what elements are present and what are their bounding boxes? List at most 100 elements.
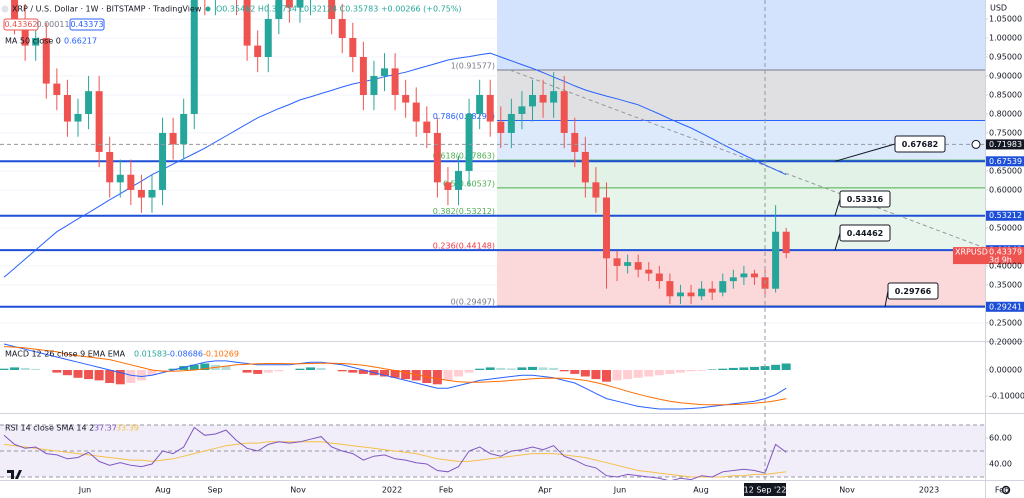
overlay: 0.675390.532120.441430.292410.676820.533… xyxy=(744,0,1024,496)
x-tick-label: 2022 xyxy=(382,486,402,495)
macd-line xyxy=(3,343,787,410)
y-tick-label: 0.65000 xyxy=(989,166,1022,175)
candle-body xyxy=(782,231,790,254)
symbol-title: XRP / U.S. Dollar · 1W · BITSTAMP · Trad… xyxy=(12,5,202,14)
gear-icon[interactable] xyxy=(1001,485,1011,495)
buy-price: 0.43373 xyxy=(70,20,103,29)
level-price-tag-bg xyxy=(986,301,1024,312)
fib-zone xyxy=(497,215,985,251)
candle-body xyxy=(412,102,420,122)
rsi-legend: RSI 14 close SMA 14 2 xyxy=(5,424,94,433)
y-tick-label: 0.40000 xyxy=(989,261,1022,270)
macd-histogram-bar xyxy=(675,370,685,373)
macd-histogram-bar xyxy=(126,370,136,383)
candle-body xyxy=(85,91,93,114)
candle-body xyxy=(698,288,706,297)
macd-histogram-bar xyxy=(274,370,284,372)
macd-legend: MACD 12 26 close 9 EMA EMA xyxy=(5,350,126,359)
candle-body xyxy=(32,37,40,46)
ma-value: 0.66217 xyxy=(64,37,97,46)
callout-label: 0.53316 xyxy=(847,195,884,204)
x-tick-label: Apr xyxy=(538,486,553,495)
candle-body xyxy=(95,91,103,152)
macd-histogram-bar xyxy=(633,370,643,378)
macd-histogram-bar xyxy=(654,370,664,376)
fib-zone xyxy=(497,0,985,70)
macd-histogram-bar xyxy=(200,363,210,370)
macd-histogram-bar xyxy=(105,370,115,383)
macd-histogram-bar xyxy=(147,370,157,376)
candle-body xyxy=(53,83,61,95)
candle-body xyxy=(349,37,357,57)
signal-line xyxy=(3,346,787,406)
level-price-tag: 0.29241 xyxy=(989,302,1022,311)
crosshair-date: 12 Sep '22 xyxy=(744,486,787,495)
callout-box xyxy=(887,282,939,300)
macd-histogram-bar xyxy=(168,368,178,370)
x-tick-label: Jun xyxy=(613,486,627,495)
sell-box[interactable] xyxy=(3,18,39,31)
rsi-legend-value: 37.37 xyxy=(94,424,117,433)
candle-body xyxy=(676,292,684,297)
callout-box xyxy=(894,135,946,153)
callout-label: 0.44462 xyxy=(847,229,883,238)
candle-body xyxy=(624,262,632,266)
candle-body xyxy=(402,94,410,103)
macd-histogram-bar xyxy=(475,368,485,370)
macd-histogram-bar xyxy=(94,370,104,381)
macd-histogram-bar xyxy=(749,366,759,370)
macd-histogram-bar xyxy=(316,367,326,370)
macd-histogram-bar xyxy=(20,367,30,370)
macd-histogram-bar xyxy=(52,370,62,373)
x-tick-label: Nov xyxy=(290,486,306,495)
candle-body xyxy=(539,94,547,103)
crosshair-price-tag: 0.71983 xyxy=(989,140,1022,149)
fib-zone xyxy=(497,187,985,216)
macd-histogram-bar xyxy=(760,366,770,370)
macd-histogram-bar xyxy=(189,364,199,370)
y-tick-label: 0.95000 xyxy=(989,52,1022,61)
candle-body xyxy=(708,288,716,293)
callout-box xyxy=(839,190,891,208)
macd-histogram-bar xyxy=(464,370,474,373)
callout-label: 0.67682 xyxy=(902,140,938,149)
candle-body xyxy=(180,113,188,145)
candle-body xyxy=(359,56,367,95)
macd-histogram-bar xyxy=(295,368,305,370)
level-price-tag: 0.53212 xyxy=(989,211,1022,220)
x-tick-label: Aug xyxy=(693,486,709,495)
fib-level-label: 0.618(0.67863) xyxy=(433,152,495,161)
symbol-tag: XRPUSD xyxy=(955,248,988,257)
candle-body xyxy=(719,281,727,293)
crosshair-price-tag-bg xyxy=(986,139,1024,150)
macd-pane xyxy=(0,343,791,410)
macd-histogram-bar xyxy=(337,370,347,372)
x-tick-label: Feb xyxy=(439,486,453,495)
candle-body xyxy=(507,113,515,133)
y-tick-label: 0.75000 xyxy=(989,128,1022,137)
macd-histogram-bar xyxy=(591,370,601,380)
candle-body xyxy=(148,189,156,198)
macd-histogram-bar xyxy=(443,370,453,381)
settings-button[interactable] xyxy=(1001,485,1011,495)
macd-histogram-bar xyxy=(221,366,231,370)
macd-histogram-bar xyxy=(665,370,675,374)
macd-histogram-bar xyxy=(84,370,94,380)
fib-level-label: 0.236(0.44148) xyxy=(433,242,495,251)
candle-body xyxy=(465,113,473,171)
macd-histogram-bar xyxy=(549,367,559,370)
candle-body xyxy=(285,0,293,8)
macd-histogram-bar xyxy=(644,370,654,377)
callout-leader xyxy=(834,198,841,216)
macd-legend-value: -0.08686 xyxy=(167,350,203,359)
candle-body xyxy=(11,0,19,19)
macd-histogram-bar xyxy=(242,370,252,373)
buy-box[interactable] xyxy=(69,18,105,31)
candle-body xyxy=(63,94,71,122)
fib-zone xyxy=(497,160,985,188)
candle-body xyxy=(645,269,653,274)
macd-histogram-bar xyxy=(358,370,368,374)
macd-histogram-bar xyxy=(348,370,358,373)
candle-body xyxy=(666,281,674,297)
callout-box xyxy=(839,224,891,242)
